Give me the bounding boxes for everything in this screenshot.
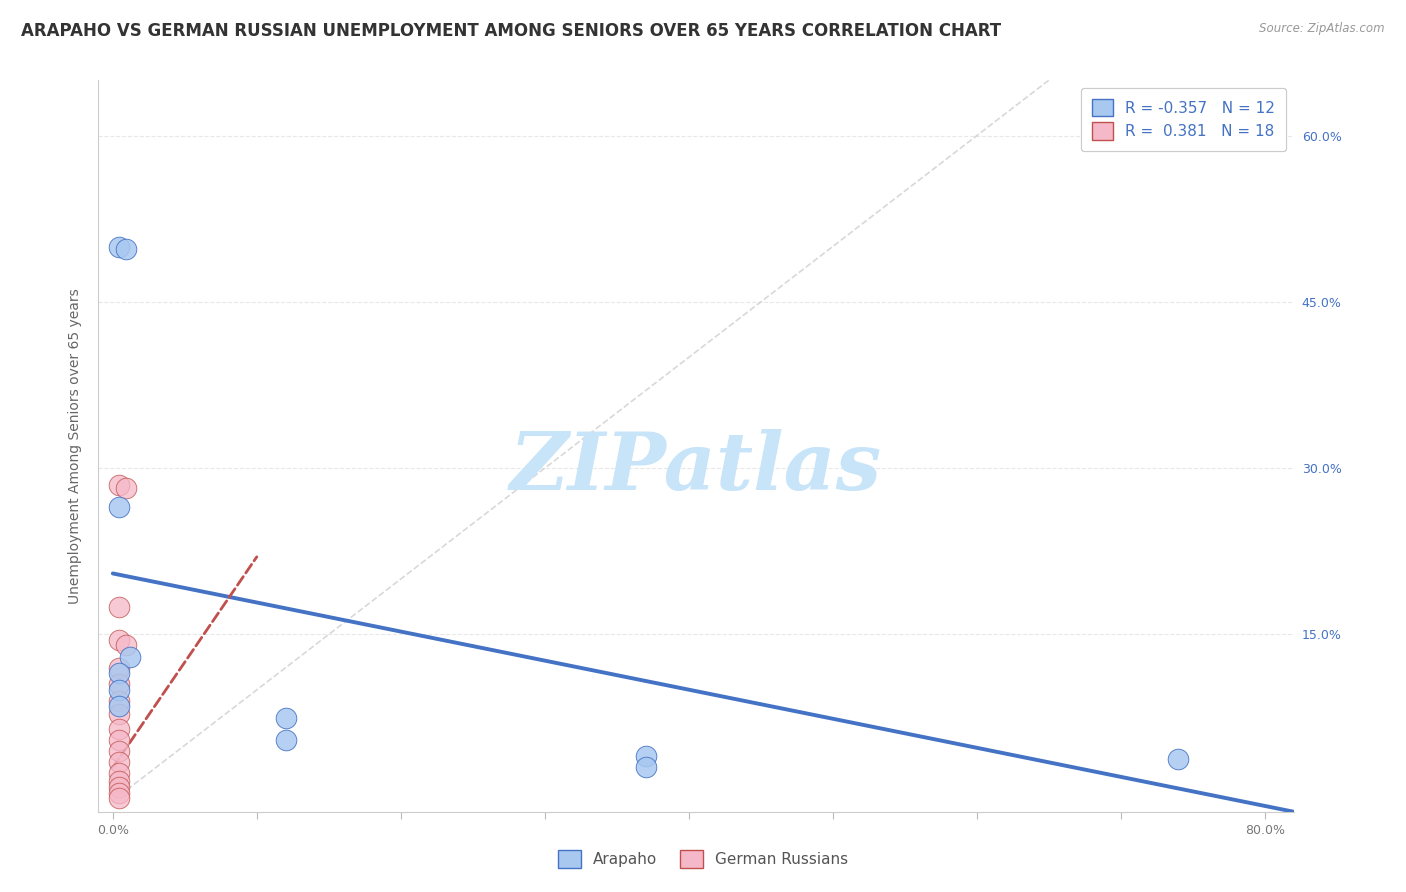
Point [114, 481, 136, 495]
Point [107, 744, 129, 758]
Point [107, 755, 129, 769]
Point [107, 722, 129, 736]
Point [107, 791, 129, 805]
Point [120, 649, 142, 664]
Point [274, 710, 297, 724]
Point [107, 500, 129, 514]
Point [107, 682, 129, 697]
Point [107, 599, 129, 614]
Point [107, 773, 129, 788]
Point [107, 632, 129, 647]
Text: ZIPatlas: ZIPatlas [510, 429, 882, 507]
Point [107, 780, 129, 795]
Text: Source: ZipAtlas.com: Source: ZipAtlas.com [1260, 22, 1385, 36]
Point [634, 760, 657, 774]
Point [114, 242, 136, 256]
Point [107, 699, 129, 714]
Point [107, 477, 129, 491]
Point [107, 694, 129, 708]
Point [107, 666, 129, 681]
Point [107, 660, 129, 674]
Point [107, 677, 129, 691]
Legend: Arapaho, German Russians: Arapaho, German Russians [550, 843, 856, 875]
Point [634, 749, 657, 764]
Point [107, 786, 129, 800]
Point [274, 732, 297, 747]
Legend: R = -0.357   N = 12, R =  0.381   N = 18: R = -0.357 N = 12, R = 0.381 N = 18 [1081, 88, 1286, 151]
Point [114, 639, 136, 653]
Text: ARAPAHO VS GERMAN RUSSIAN UNEMPLOYMENT AMONG SENIORS OVER 65 YEARS CORRELATION C: ARAPAHO VS GERMAN RUSSIAN UNEMPLOYMENT A… [21, 22, 1001, 40]
Y-axis label: Unemployment Among Seniors over 65 years: Unemployment Among Seniors over 65 years [69, 288, 83, 604]
Point [107, 732, 129, 747]
Point [107, 707, 129, 722]
Point [107, 766, 129, 780]
Point [107, 239, 129, 253]
Point [1167, 751, 1189, 765]
